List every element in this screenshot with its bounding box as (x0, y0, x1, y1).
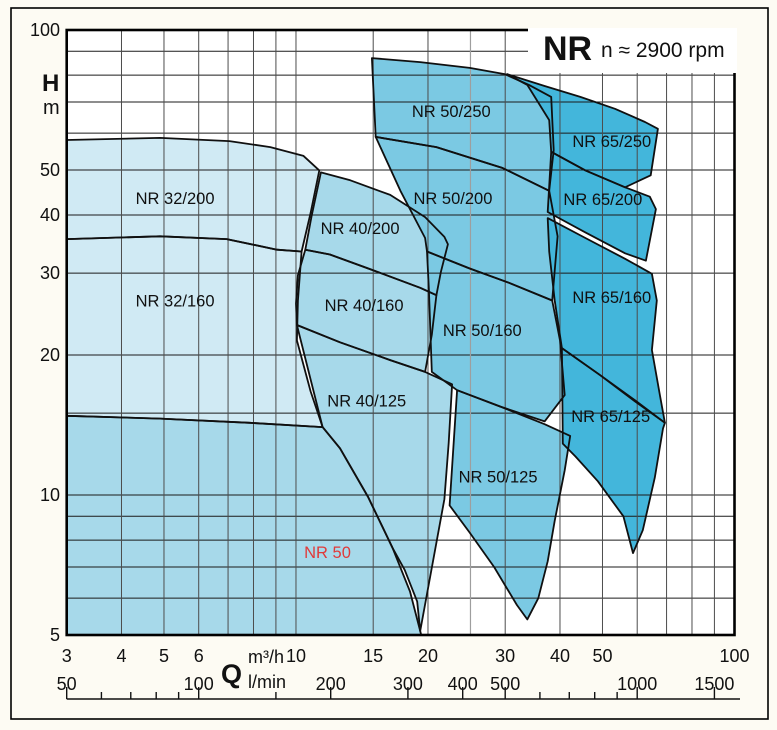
x-tick-label-lmin-500: 500 (490, 674, 520, 694)
region-label-nr-65-125: NR 65/125 (571, 408, 650, 426)
region-label-nr-50-125: NR 50/125 (459, 469, 538, 487)
x-tick-label-m3h-30: 30 (495, 646, 515, 666)
y-tick-label-40: 40 (40, 205, 60, 225)
region-labels: NR 50 NR 32/160 NR 32/200 NR 40/125 NR 40/16… (136, 103, 652, 562)
region-fill-nr-32-200 (66, 137, 320, 252)
region-label-nr-65-250: NR 65/250 (572, 133, 651, 151)
y-axis-label: H (42, 70, 59, 97)
region-outline-nr-50-250 (371, 57, 555, 192)
region-outline-nr-40-200 (304, 171, 449, 297)
x-tick-label-lmin-100: 100 (184, 674, 214, 694)
x-tick-label-m3h-3: 3 (62, 646, 72, 666)
title-box (528, 28, 737, 73)
region-label-nr-50-200: NR 50/200 (413, 190, 492, 208)
region-fill-nr-40-200 (305, 172, 448, 296)
x-tick-label-lmin-1000: 1000 (617, 674, 657, 694)
x-tick-label-lmin-50: 50 (57, 674, 77, 694)
region-fill-nr-50-160 (427, 251, 565, 422)
x-tick-label-m3h-100: 100 (719, 646, 749, 666)
region-label-nr-32-160: NR 32/160 (136, 292, 215, 310)
region-fill-nr-40-125 (296, 325, 453, 631)
lmin-ruler (65, 687, 740, 700)
region-outline-nr-32-200 (65, 137, 321, 253)
region-fill-nr-50-250 (371, 58, 554, 191)
region-label-nr-40-160: NR 40/160 (325, 297, 404, 315)
x-tick-label-lmin-200: 200 (316, 674, 346, 694)
series-title: NR (543, 30, 592, 68)
region-fill-nr-65-125 (561, 348, 665, 554)
x-tick-label-lmin-1500: 1500 (694, 674, 734, 694)
x-axis-label: Q (221, 659, 242, 689)
region-label-nr-40-125: NR 40/125 (327, 392, 406, 410)
x-tick-label-m3h-4: 4 (116, 646, 126, 666)
plot-border (65, 28, 736, 637)
x-tick-label-lmin-400: 400 (448, 674, 478, 694)
region-fill-nr-32-160 (66, 236, 323, 428)
region-fill-nr-50 (66, 415, 422, 635)
x-tick-label-m3h-10: 10 (286, 646, 306, 666)
region-fill-nr-65-160 (547, 218, 665, 423)
region-label-nr-32-200: NR 32/200 (136, 190, 215, 208)
y-axis-unit: m (43, 97, 60, 119)
region-fills (66, 58, 665, 635)
x-axis-unit-bottom: l/min (248, 672, 286, 692)
region-outline-nr-65-160 (546, 217, 666, 424)
region-fill-nr-65-200 (547, 151, 656, 261)
region-outline-nr-65-250 (506, 73, 659, 189)
y-tick-label-30: 30 (40, 263, 60, 283)
x-tick-label-m3h-15: 15 (363, 646, 383, 666)
grid-lines (66, 30, 735, 635)
region-label-nr-40-200: NR 40/200 (321, 220, 400, 238)
region-fill-nr-50-125 (449, 390, 571, 620)
region-label-nr-65-200: NR 65/200 (563, 191, 642, 209)
y-tick-label-100: 100 (30, 20, 60, 40)
x-tick-label-lmin-300: 300 (393, 674, 423, 694)
region-outline-nr-50-125 (448, 389, 572, 621)
x-tick-label-m3h-6: 6 (194, 646, 204, 666)
region-label-nr-50: NR 50 (304, 544, 351, 562)
region-outlines (65, 57, 666, 636)
region-label-nr-50-250: NR 50/250 (412, 103, 491, 121)
y-tick-label-20: 20 (40, 345, 60, 365)
x-tick-label-m3h-50: 50 (592, 646, 612, 666)
outer-frame (10, 7, 769, 720)
region-label-nr-50-160: NR 50/160 (443, 322, 522, 340)
speed-label: n ≈ 2900 rpm (601, 39, 725, 62)
region-fill-nr-40-160 (296, 249, 437, 372)
x-tick-label-m3h-20: 20 (418, 646, 438, 666)
x-axis-unit-top: m³/h (248, 647, 284, 667)
y-tick-label-50: 50 (40, 160, 60, 180)
y-tick-label-5: 5 (50, 625, 60, 645)
region-label-nr-65-160: NR 65/160 (572, 289, 651, 307)
region-fill-nr-50-200 (375, 136, 558, 301)
x-tick-label-m3h-5: 5 (159, 646, 169, 666)
x-tick-label-m3h-40: 40 (550, 646, 570, 666)
y-tick-label-10: 10 (40, 485, 60, 505)
